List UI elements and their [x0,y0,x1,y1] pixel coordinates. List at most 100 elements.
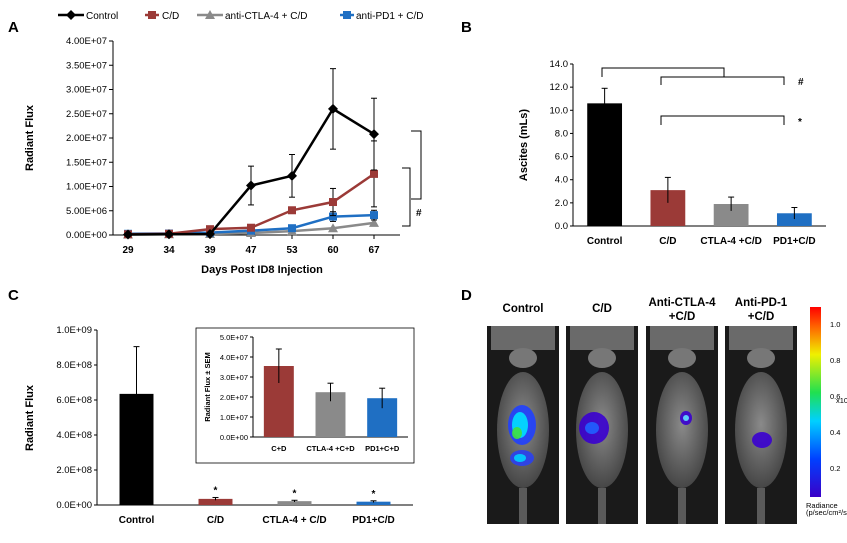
legend-label: anti-CTLA-4 + C/D [225,11,308,22]
bar [776,213,812,226]
colorbar-tick: 0.2 [830,464,840,473]
y-tick-label: 4.0E+08 [56,430,92,441]
signal [683,415,689,421]
signal [585,422,599,434]
x-tick-label: C/D [659,236,676,247]
data-point [369,217,379,227]
significance-star: * [372,489,376,500]
image-label: Anti-PD-1 [735,297,788,309]
colorbar-exponent: x10⁶ [836,396,847,405]
image-clamp [729,326,793,350]
y-axis-label: Ascites (mLs) [518,109,530,181]
y-tick-label: 0.0E+00 [56,500,92,511]
y-tick-label: 12.0 [550,82,569,93]
data-point [329,198,337,207]
data-point [370,169,378,178]
image-label: +C/D [748,311,775,323]
y-tick-label: 10.0 [550,105,569,116]
legend-marker [66,10,76,20]
y-tick-label: 6.0E+08 [56,395,92,406]
x-tick-label: PD1+C+D [365,444,400,453]
series-0 [123,68,379,240]
image-label: Control [503,303,544,315]
data-point [328,103,338,114]
colorbar-tick: 1.0 [830,320,840,329]
significance-star: * [214,485,218,496]
legend-marker [343,11,351,19]
y-tick-label: 6.0 [555,152,568,163]
x-tick-label: Control [587,236,623,247]
y-tick-label: 0.00E+00 [66,230,107,241]
mouse-body [656,372,708,488]
x-tick-label: C/D [207,515,224,526]
mouse-head [509,348,537,368]
mouse-head [668,348,696,368]
y-tick-label: 1.0E+09 [56,325,92,336]
data-point [246,180,256,191]
y-tick-label: 14.0 [550,59,569,70]
y-tick-label: 5.0E+07 [220,333,248,342]
x-tick-label: Control [119,515,155,526]
colorbar-tick: 0.8 [830,356,840,365]
legend-item-1: C/D [145,11,179,22]
x-tick-label: 60 [327,245,339,256]
legend-label: Control [86,11,118,22]
y-tick-label: 1.0E+07 [220,413,248,422]
y-tick-label: 1.50E+07 [66,157,107,168]
x-tick-label: PD1+C/D [352,515,395,526]
colorbar-title: Radiance [806,501,838,510]
x-tick-label: 29 [122,245,134,256]
data-point [370,211,378,220]
bar [277,501,312,505]
y-tick-label: 2.50E+07 [66,109,107,120]
bracket-low [660,115,785,125]
x-tick-label: CTLA-4 +C+D [306,444,355,453]
data-point [288,206,296,215]
significance-star: * [798,117,802,128]
legend-item-0: Control [58,10,118,22]
x-tick-label: 53 [286,245,298,256]
significance-hash: # [798,77,804,88]
image-clamp [491,326,555,350]
y-tick-label: 8.0E+08 [56,360,92,371]
inset-frame [195,327,415,464]
y-tick-label: 3.50E+07 [66,60,107,71]
y-tick-label: 2.0E+07 [220,393,248,402]
y-axis-label: Radiant Flux [24,104,36,171]
data-point [247,223,255,232]
mouse-image-3: Anti-PD-1 +C/D [725,297,797,524]
y-tick-label: 1.00E+07 [66,182,107,193]
bar [198,498,233,505]
y-tick-label: 0.0 [555,221,568,232]
image-clamp [570,326,634,350]
y-tick-label: 2.00E+07 [66,133,107,144]
panel-letter-b: B [461,19,472,36]
panel-letter-d: D [461,287,472,304]
legend-marker [148,11,156,19]
mouse-tail [598,488,606,524]
bracket-mid [660,76,785,85]
mouse-image-1: C/D [566,303,638,524]
significance-mark: # [416,208,422,219]
y-tick-label: 0.0E+00 [220,433,248,442]
colorbar-units: (p/sec/cm²/sr) [806,508,847,517]
x-tick-label: 34 [163,245,175,256]
bracket-inner [402,167,411,227]
y-axis-label: Radiant Flux [24,384,36,451]
data-point [123,229,133,240]
signal [752,432,772,448]
colorbar: 1.0 0.8 0.6 0.4 0.2 x10⁶ Radiance(p/sec/cm²/sr… [806,307,847,517]
image-clamp [650,326,714,350]
y-tick-label: 4.0 [555,175,568,186]
chart-c: 0.0E+00 2.0E+08 4.0E+08 6.0E+08 8.0E+08 1.0E+… [24,325,413,526]
bracket-top [601,67,725,77]
colorbar-gradient [810,307,821,497]
mouse-tail [678,488,686,524]
data-point [287,170,297,181]
x-tick-label: C+D [271,444,287,453]
x-axis-label: Days Post ID8 Injection [201,264,323,276]
y-tick-label: 8.0 [555,128,568,139]
legend-marker [205,10,215,19]
x-tick-label: 47 [245,245,257,256]
bracket-outer [411,130,422,200]
